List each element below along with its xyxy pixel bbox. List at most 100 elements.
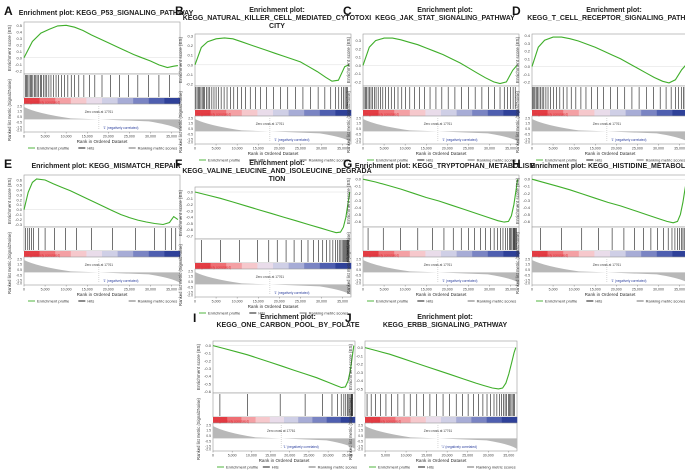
x-tick-label: 5,000 [41,135,50,139]
rm-y-axis-label: Ranked list metric (Signal2Noise) [346,231,351,294]
rm-y-axis-label: Ranked list metric (Signal2Noise) [346,90,351,153]
rank-band-segment [55,98,72,104]
rank-band-segment [312,417,327,423]
rm-y-tick-label: 0.5 [188,127,193,131]
es-series-line [362,37,518,85]
es-y-tick-label: 0.5 [16,182,22,187]
rm-y-tick-label: 1.5 [17,110,22,114]
rank-band-segment [378,110,395,116]
rm-y-tick-label: 0.5 [356,127,361,131]
rank-band-segment [195,263,211,269]
rm-y-tick-label: 0.5 [188,280,193,284]
rm-y-axis-label: Ranked list metric (Signal2Noise) [7,231,12,294]
negatively-correlated-label: '1' (negatively correlated) [442,138,477,142]
rm-y-tick-label: 1.5 [356,122,361,126]
ranking-metric-area [363,119,519,142]
es-y-tick-label: 0.1 [16,202,22,207]
x-tick-label: 25,000 [632,288,643,292]
es-y-tick-label: -0.1 [523,72,531,77]
rank-band-segment [24,98,40,104]
legend-label: Hits [87,146,94,151]
x-tick-label: 20,000 [442,147,453,151]
x-tick-label: 30,000 [316,147,327,151]
x-tick-label: 5,000 [212,300,221,304]
rm-y-tick-label: 0.5 [525,268,530,272]
es-y-tick-label: 0.0 [16,55,22,60]
panel-letter: E [4,157,12,171]
rank-band-segment [610,110,626,116]
rank-band-segment [133,251,150,257]
rank-band-segment [164,251,181,257]
es-y-tick-label: 0.4 [16,29,22,34]
es-y-tick-label: 0.6 [16,177,22,182]
panel-letter: B [175,4,184,18]
rm-y-tick-label: -2.0 [524,140,530,144]
es-y-tick-label: -0.3 [186,208,194,213]
legend-label: Hits [272,465,279,470]
panel-letter: G [343,157,352,171]
es-y-axis-label: Enrichment score (ES) [7,24,12,71]
rank-band-segment [340,417,356,423]
es-y-tick-label: -0.1 [15,212,23,217]
x-tick-label: 30,000 [484,147,495,151]
rank-band-segment [86,251,103,257]
x-tick-label: 0 [23,135,25,139]
rank-band-segment [284,417,299,423]
rm-y-tick-label: 1.5 [358,429,363,433]
rank-band-segment [319,263,336,269]
rank-band-segment [213,417,228,423]
rm-y-axis-label: Ranked list metric (Signal2Noise) [515,231,520,294]
rm-y-tick-label: 2.5 [17,257,22,261]
x-tick-label: 15,000 [590,147,601,151]
rank-band-segment [656,251,673,257]
x-axis-label: Rank in Ordered Dataset [585,292,637,297]
rank-band-segment [594,110,611,116]
rm-y-tick-label: -0.5 [16,120,22,124]
es-y-tick-label: 0.2 [187,43,193,48]
legend-label: Ranking metric scores [477,158,517,163]
x-tick-label: 15,000 [253,300,264,304]
es-y-tick-label: -0.6 [204,389,212,394]
panel-title: Enrichment plot: [417,314,473,321]
legend-label: Hits [426,299,433,304]
legend-label: Enrichment profile [208,311,241,316]
x-tick-label: 0 [531,147,533,151]
legend-label: Ranking metric scores [477,299,517,304]
panel-c: C Enrichment plot:KEGG_JAK_STAT_SIGNALING… [343,4,520,163]
es-plot-frame [531,33,685,87]
legend-label: Hits [258,158,265,163]
x-axis-label: Rank in Ordered Dataset [259,458,311,463]
rank-band-segment [532,251,548,257]
panel-i: I Enrichment plot:KEGG_ONE_CARBON_POOL_BY… [193,311,360,470]
rm-y-tick-label: -0.5 [205,439,211,443]
rank-band-segment [210,110,227,116]
zero-cross-label: Zero cross at 17761 [256,122,285,126]
legend-label: Enrichment profile [378,465,411,470]
es-y-axis-label: Enrichment score (ES) [7,177,12,224]
es-y-tick-label: 0.0 [357,345,363,350]
rank-band-segment [148,251,165,257]
es-y-tick-label: 0.2 [16,197,22,202]
rank-band-segment [625,251,642,257]
es-y-tick-label: 0.2 [524,49,530,54]
es-series-line [364,347,517,390]
negatively-correlated-label: '1' (negatively correlated) [274,138,309,142]
es-y-tick-label: -0.3 [15,222,23,227]
es-y-tick-label: 0.3 [355,38,361,43]
panel-letter: J [345,311,352,325]
rm-y-tick-label: 2.5 [525,116,530,120]
rank-band-segment [409,251,426,257]
hits-frame [362,226,520,252]
rm-y-axis-label: Ranked list metric (Signal2Noise) [7,78,12,141]
x-tick-label: 30,000 [145,288,156,292]
es-series-line [212,345,355,389]
rank-band-segment [70,251,87,257]
es-y-tick-label: -0.2 [15,217,23,222]
es-y-tick-label: -0.4 [186,215,194,220]
es-plot-frame [364,340,518,394]
rank-band-segment [335,110,352,116]
panel-g: G Enrichment plot: KEGG_TRYPTOPHAN_METABO… [343,157,535,304]
es-y-tick-label: 0.3 [187,33,193,38]
positively-correlated-label: '0' (positively correlated) [367,420,401,424]
